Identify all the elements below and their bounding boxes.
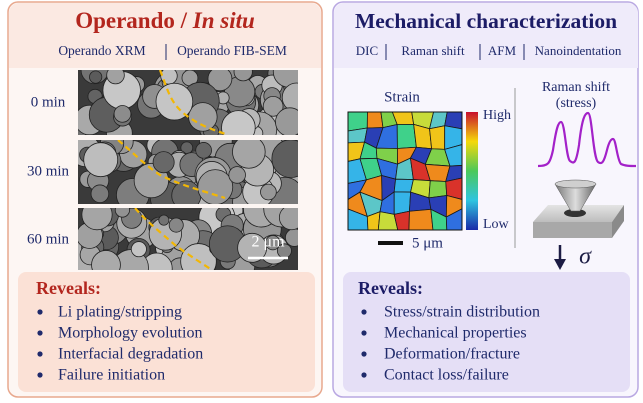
particle [221, 110, 256, 135]
particle [89, 70, 103, 84]
grain [393, 178, 414, 193]
bullet [361, 330, 367, 336]
grain [408, 208, 434, 231]
particle [228, 166, 246, 184]
particle [188, 102, 218, 132]
sample-side [612, 205, 624, 238]
particle [81, 208, 113, 231]
scale-bar-label: 2 μm [251, 234, 285, 251]
reveals-item: Failure initiation [58, 367, 165, 384]
grain [428, 180, 448, 199]
colorbar [466, 112, 478, 230]
colorbar-low: Low [483, 217, 510, 232]
sem-images: 2 μm [78, 70, 298, 270]
sem-image [78, 70, 298, 135]
particle [207, 70, 233, 92]
right-subtitle: Raman shift [401, 43, 465, 58]
sample-front [533, 222, 612, 238]
particle [113, 105, 132, 123]
left-subtitle: Operando FIB-SEM [177, 43, 287, 58]
time-label: 0 min [31, 94, 66, 110]
left-title: Operando / In situ [75, 8, 255, 33]
raman-title: Raman shift [542, 80, 610, 95]
right-reveals-box [343, 272, 630, 392]
indenter-top [554, 179, 597, 189]
bullet [37, 351, 43, 357]
sem-image [78, 140, 298, 204]
particle [90, 184, 110, 204]
bullet [361, 351, 367, 357]
right-subtitle: DIC [356, 43, 378, 58]
colorbar-high: High [483, 108, 511, 123]
strain-title: Strain [384, 89, 420, 105]
grain [347, 127, 368, 144]
bullet [37, 309, 43, 315]
particle [106, 70, 125, 85]
scale-bar-label: 5 μm [412, 235, 443, 251]
right-title: Mechanical characterization [355, 9, 617, 33]
strain-map [347, 111, 463, 231]
sigma: σ [579, 244, 592, 270]
right-subtitle: AFM [488, 43, 517, 58]
indent [564, 209, 586, 217]
reveals-title: Reveals: [36, 278, 101, 298]
left-reveals-box [18, 272, 315, 392]
left-title-main: Operando / [75, 8, 193, 33]
particle [262, 96, 284, 117]
particle [260, 183, 277, 201]
particle [275, 107, 298, 135]
left-title-italic: In situ [192, 8, 255, 33]
sem-image [78, 208, 298, 270]
grain [396, 123, 417, 149]
raman-spectrum [537, 111, 637, 168]
grain [393, 191, 412, 215]
reveals-item: Deformation/fracture [384, 346, 520, 363]
grain [366, 111, 384, 129]
grain [429, 125, 446, 150]
particle [197, 169, 234, 204]
reveals-item: Morphology evolution [58, 325, 202, 342]
raman-subtitle: (stress) [556, 96, 597, 111]
time-label: 30 min [27, 163, 70, 179]
particle [278, 208, 298, 231]
stress-arrowhead [554, 259, 566, 270]
time-label: 60 min [27, 231, 70, 247]
particle [195, 142, 212, 159]
bullet [361, 309, 367, 315]
bullet [37, 372, 43, 378]
bullet [37, 330, 43, 336]
right-subtitle: Nanoindentation [535, 43, 622, 58]
reveals-title: Reveals: [358, 278, 423, 298]
reveals-item: Contact loss/failure [384, 367, 509, 384]
left-header-bg [9, 2, 321, 68]
reveals-item: Mechanical properties [384, 325, 527, 342]
particle [130, 241, 147, 258]
particle [158, 214, 170, 226]
particle [271, 140, 298, 178]
front-line [117, 140, 226, 200]
left-subtitle: Operando XRM [58, 43, 145, 58]
particle [180, 243, 217, 270]
reveals-item: Interfacial degradation [58, 346, 203, 363]
strain-frame [347, 111, 463, 231]
particle [237, 232, 268, 263]
reveals-list: Li plating/stripping Morphology evolution… [37, 304, 203, 384]
particle [83, 142, 119, 178]
reveals-item: Stress/strain distribution [384, 304, 540, 321]
particle [168, 217, 184, 233]
particle [152, 151, 175, 174]
front-line [134, 208, 213, 270]
particle [114, 208, 130, 218]
particle [232, 140, 266, 169]
particle [160, 70, 178, 85]
right-header-bg [334, 2, 638, 69]
reveals-item: Li plating/stripping [58, 304, 182, 321]
particle [233, 70, 253, 82]
bullet [361, 372, 367, 378]
particle [91, 250, 121, 270]
reveals-list: Stress/strain distribution Mechanical pro… [361, 304, 540, 384]
